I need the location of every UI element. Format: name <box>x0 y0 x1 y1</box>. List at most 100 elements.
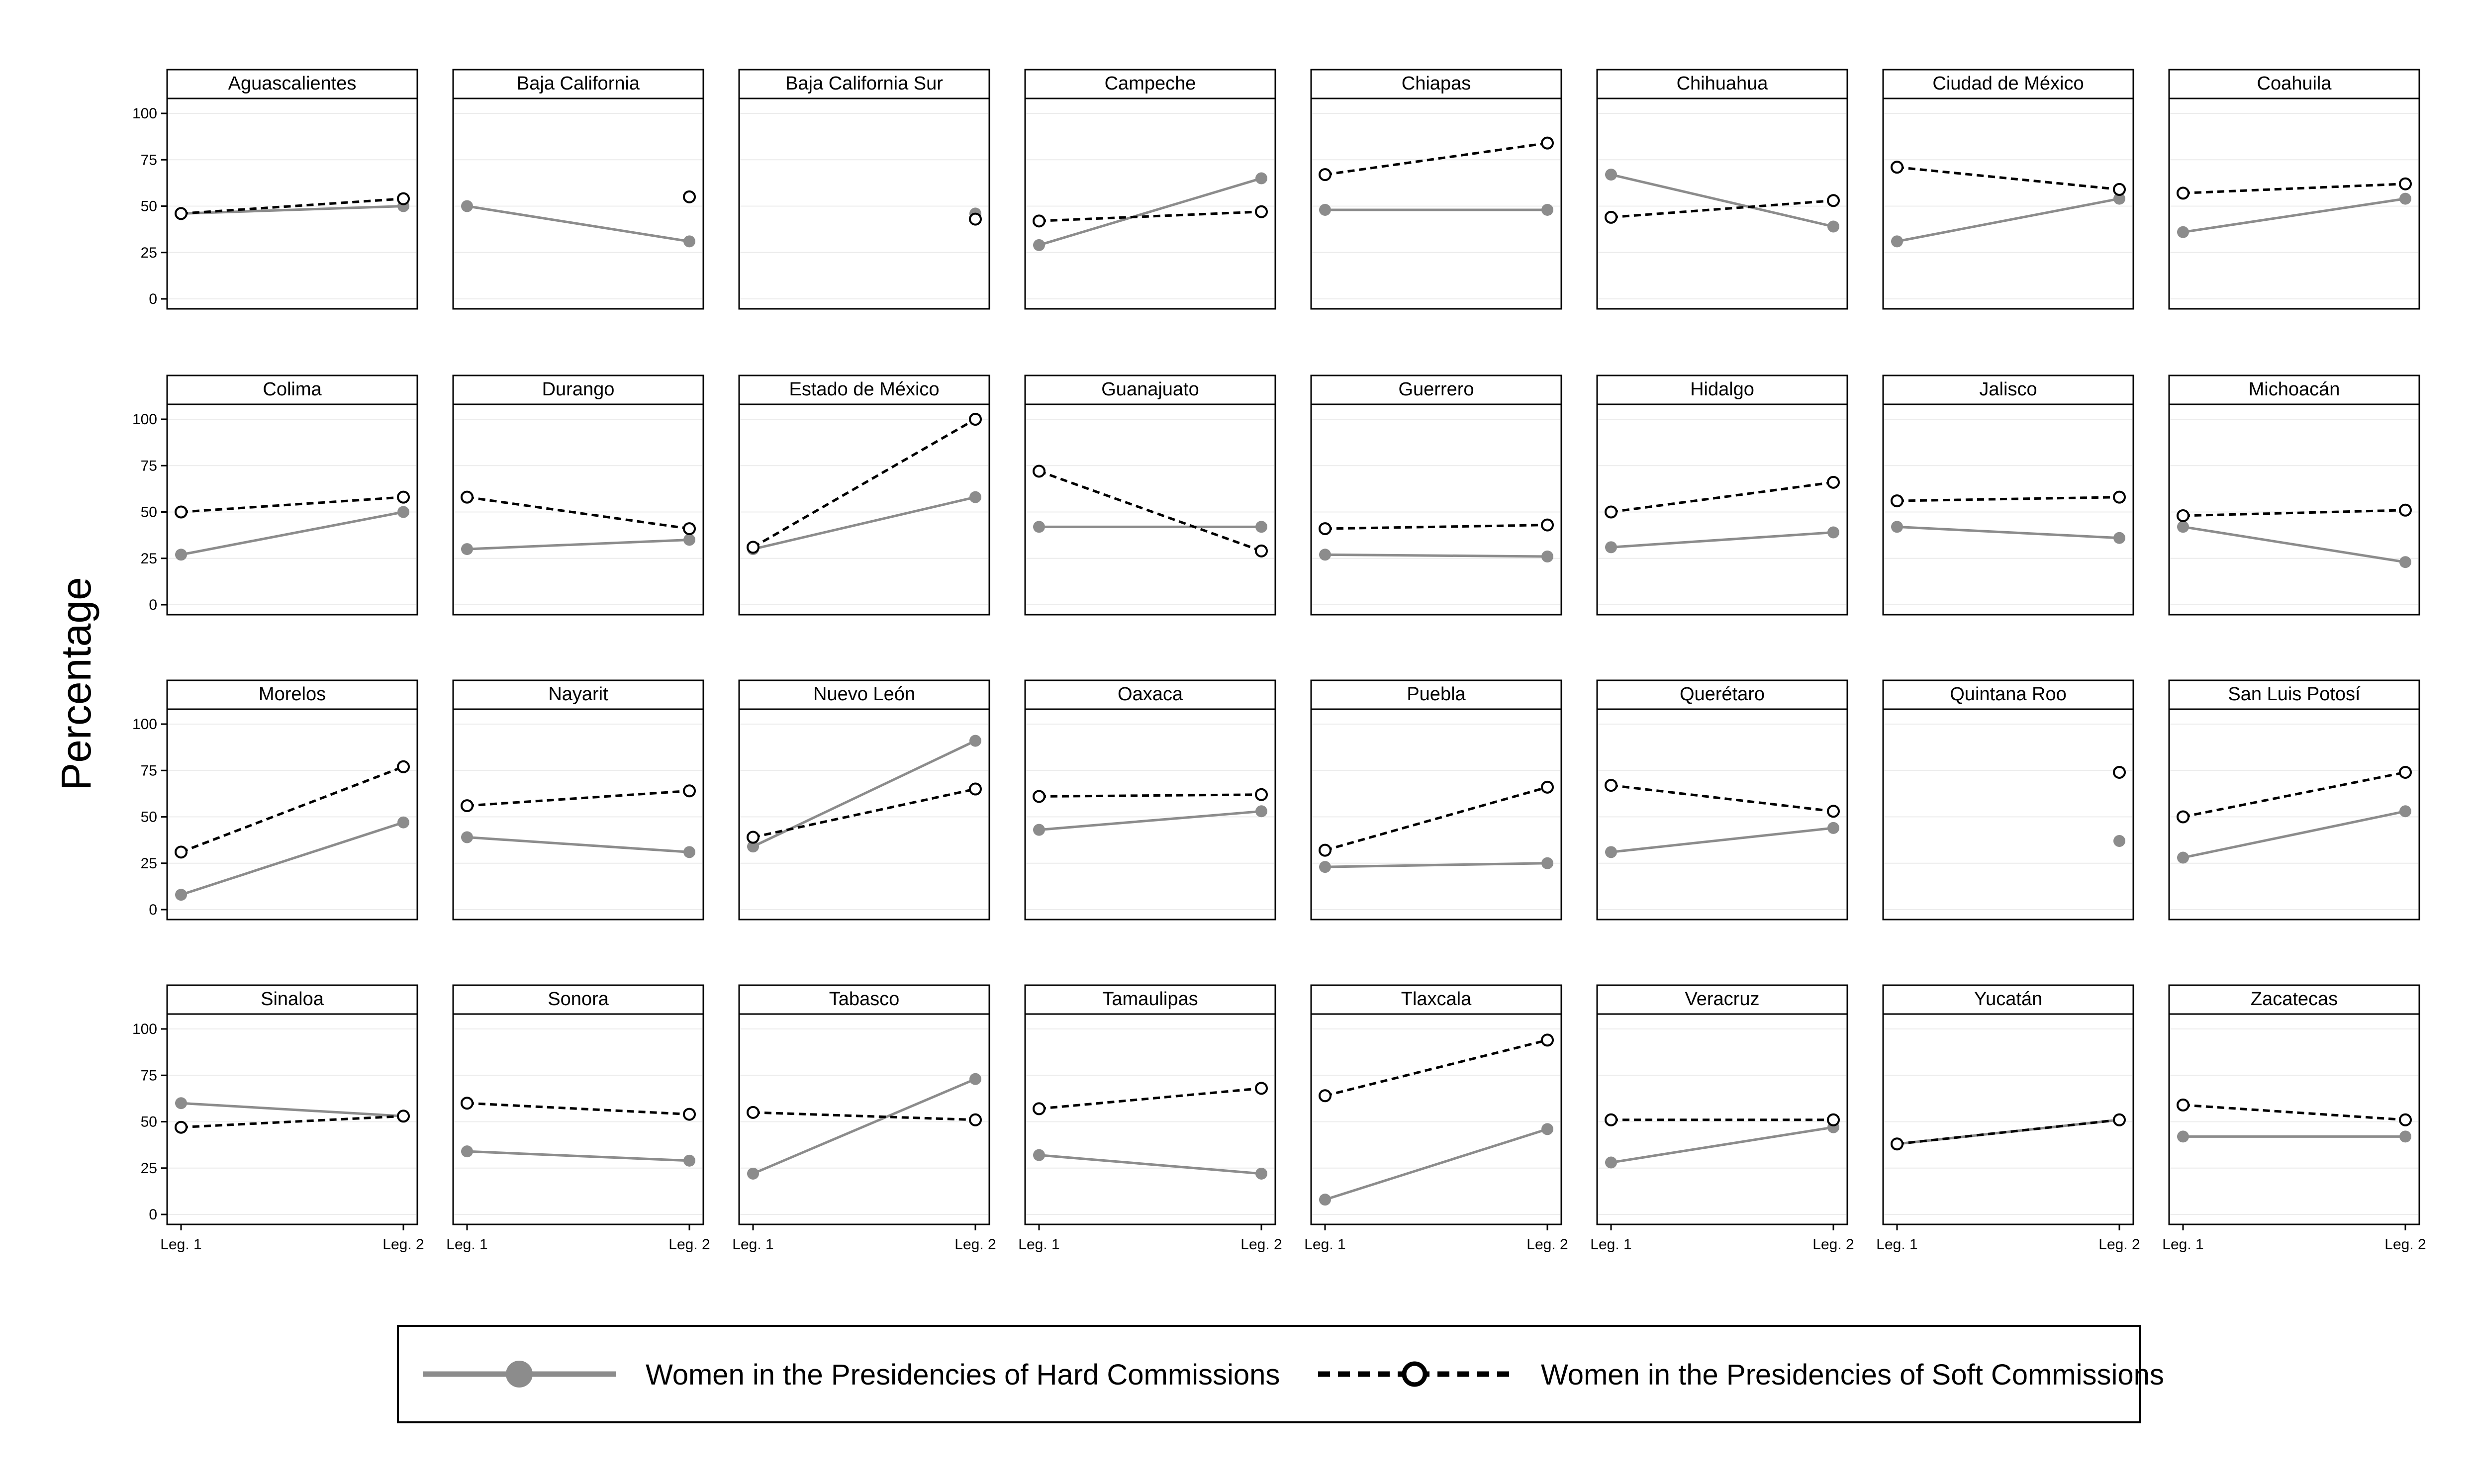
soft-point <box>1605 505 1618 519</box>
soft-point <box>2399 177 2412 190</box>
hard-series-line <box>1897 197 2120 243</box>
soft-series-line <box>181 197 404 215</box>
plot-frame <box>2168 403 2420 616</box>
hard-point <box>969 491 981 503</box>
panel-title: Tamaulipas <box>1102 989 1198 1010</box>
soft-series-line <box>1897 166 2120 191</box>
panel-strip <box>1024 984 1276 1015</box>
panel-chihuahua: Chihuahua <box>1596 69 1848 310</box>
panel-strip <box>738 984 990 1015</box>
soft-point <box>1827 1113 1840 1126</box>
soft-series-line <box>1325 524 1548 530</box>
x-tick-label: Leg. 2 <box>2384 1236 2426 1253</box>
soft-point <box>1605 1113 1618 1126</box>
panel-puebla: Puebla <box>1310 679 1562 921</box>
plot-frame <box>1310 403 1562 616</box>
y-tick-label: 0 <box>149 597 157 613</box>
soft-point <box>1255 544 1268 557</box>
panel-strip <box>738 69 990 99</box>
hard-point <box>2177 1130 2189 1143</box>
y-tick-label: 50 <box>141 809 157 826</box>
soft-series-line <box>2183 509 2406 517</box>
x-tick-label: Leg. 2 <box>1240 1236 1282 1253</box>
soft-point <box>397 192 410 205</box>
hard-series-line <box>753 496 976 551</box>
plot-frame <box>1596 708 1848 921</box>
hard-series-line <box>2183 810 2406 859</box>
panel-title: Baja California Sur <box>785 73 943 94</box>
hard-point <box>1605 1156 1617 1169</box>
y-tick-label: 100 <box>132 1021 157 1037</box>
soft-series-line <box>1325 786 1548 852</box>
legend-hard-label: Women in the Presidencies of Hard Commis… <box>646 1359 1280 1391</box>
panel-zacatecas: Zacatecas Leg. 1 Leg. 2 <box>2162 984 2426 1253</box>
soft-point <box>1541 1033 1554 1047</box>
hard-point <box>1319 203 1331 216</box>
panel-title: Sinaloa <box>261 989 324 1010</box>
hard-series-line <box>467 538 690 551</box>
soft-series-line <box>1611 784 1834 813</box>
soft-series-line <box>1325 142 1548 176</box>
y-axis-title: Percentage <box>53 577 99 791</box>
plot-frame <box>1024 97 1276 310</box>
soft-series-line <box>1897 1118 2120 1145</box>
hard-point <box>683 846 695 858</box>
hard-point <box>683 235 695 248</box>
soft-series-line <box>1039 1087 1262 1110</box>
panel-nayarit: Nayarit <box>452 679 704 921</box>
soft-series-line <box>181 496 404 513</box>
panel-strip <box>1596 984 1848 1015</box>
hard-point <box>2177 521 2189 533</box>
panel-strip <box>1882 374 2134 405</box>
x-tick-label: Leg. 2 <box>668 1236 710 1253</box>
x-tick-label: Leg. 1 <box>160 1236 201 1253</box>
soft-point <box>969 413 982 426</box>
hard-point <box>1255 172 1267 185</box>
y-tick-label: 0 <box>149 1206 157 1223</box>
panel-hidalgo: Hidalgo <box>1596 374 1848 616</box>
panel-estado-de-mexico: Estado de México <box>738 374 990 616</box>
panel-colima: Colima 0 25 50 75 100 <box>132 374 418 616</box>
hard-point <box>747 1167 759 1180</box>
x-tick-label: Leg. 1 <box>2162 1236 2203 1253</box>
soft-series-line <box>1039 210 1262 222</box>
soft-point <box>1827 194 1840 207</box>
y-tick-label: 75 <box>141 152 157 168</box>
x-tick-label: Leg. 2 <box>2098 1236 2140 1253</box>
panel-michoacan: Michoacán <box>2168 374 2420 616</box>
soft-point <box>2177 1098 2189 1112</box>
hard-point <box>2399 192 2411 205</box>
plot-frame <box>1310 1013 1562 1225</box>
panel-title: Morelos <box>259 684 326 705</box>
y-tick-label: 0 <box>149 902 157 918</box>
panel-title: Yucatán <box>1974 989 2042 1010</box>
hard-series-line <box>1611 1126 1834 1164</box>
panel-strip <box>1882 984 2134 1015</box>
y-tick-label: 25 <box>141 855 157 872</box>
soft-point <box>175 207 188 220</box>
hard-point <box>1891 235 1903 248</box>
panel-strip <box>2168 984 2420 1015</box>
plot-frame <box>738 708 990 921</box>
hard-point <box>1033 521 1045 533</box>
hard-point <box>461 831 473 843</box>
panel-strip <box>2168 679 2420 710</box>
hard-point <box>175 889 187 901</box>
soft-point <box>2113 1113 2126 1126</box>
soft-point <box>461 1097 474 1110</box>
hard-point <box>397 816 409 829</box>
hard-point <box>461 1145 473 1158</box>
panel-morelos: Morelos 0 25 50 75 100 <box>132 679 418 921</box>
soft-point <box>1605 210 1618 224</box>
soft-point <box>175 845 188 859</box>
panel-strip <box>452 374 704 405</box>
hard-point <box>461 200 473 212</box>
hard-point <box>2399 1130 2411 1143</box>
hard-point <box>1255 805 1267 818</box>
hard-series-line <box>181 511 404 556</box>
soft-point <box>683 784 696 798</box>
soft-point <box>2177 509 2189 522</box>
hard-series-line <box>1325 862 1548 868</box>
soft-point <box>683 190 696 203</box>
soft-point <box>1827 805 1840 818</box>
